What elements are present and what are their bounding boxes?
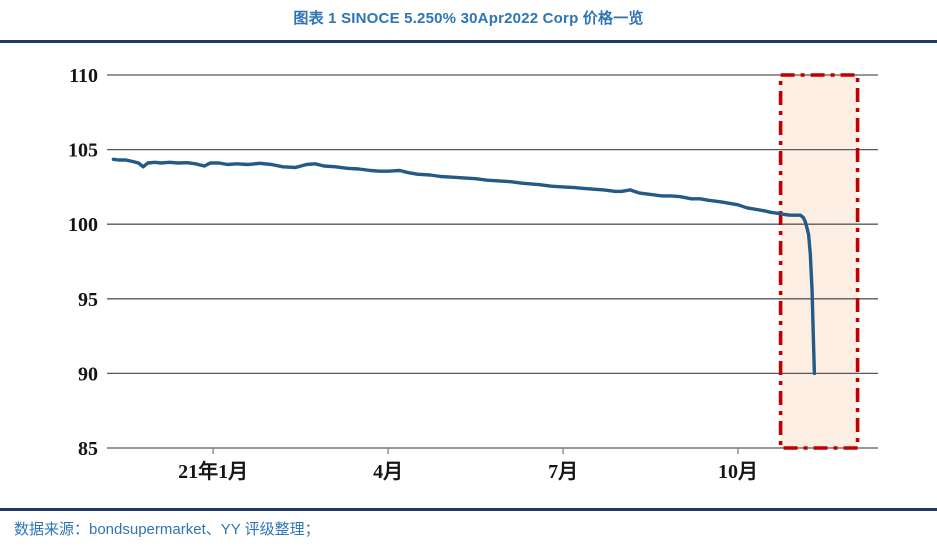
y-tick-label: 90 bbox=[78, 363, 98, 385]
y-tick-label: 100 bbox=[68, 214, 98, 236]
x-tick-label: 7月 bbox=[548, 461, 578, 483]
y-tick-label: 85 bbox=[78, 438, 98, 460]
data-source-note: 数据来源：bondsupermarket、YY 评级整理； bbox=[14, 521, 320, 538]
highlight-region-border bbox=[778, 73, 860, 450]
y-tick-label: 105 bbox=[68, 140, 98, 162]
footer-divider bbox=[0, 508, 937, 511]
figure-title: 图表 1 SINOCE 5.250% 30Apr2022 Corp 价格一览 bbox=[293, 10, 644, 27]
y-axis-labels: 85 90 95 100 105 110 bbox=[68, 65, 98, 460]
chart-gridlines bbox=[107, 74, 878, 449]
title-divider bbox=[0, 40, 937, 43]
y-tick-label: 95 bbox=[78, 289, 98, 311]
highlight-region-fill bbox=[780, 75, 858, 448]
x-tick-label: 10月 bbox=[718, 461, 758, 483]
price-line-series bbox=[111, 157, 817, 376]
chart-area: 85 90 95 100 105 110 21年1月 4月 7月 10月 bbox=[0, 46, 937, 506]
x-axis-labels: 21年1月 4月 7月 10月 bbox=[178, 448, 758, 483]
price-chart: 85 90 95 100 105 110 21年1月 4月 7月 10月 bbox=[68, 65, 878, 483]
x-tick-label: 21年1月 bbox=[178, 459, 248, 483]
y-tick-label: 110 bbox=[69, 65, 98, 87]
x-tick-label: 4月 bbox=[373, 461, 403, 483]
